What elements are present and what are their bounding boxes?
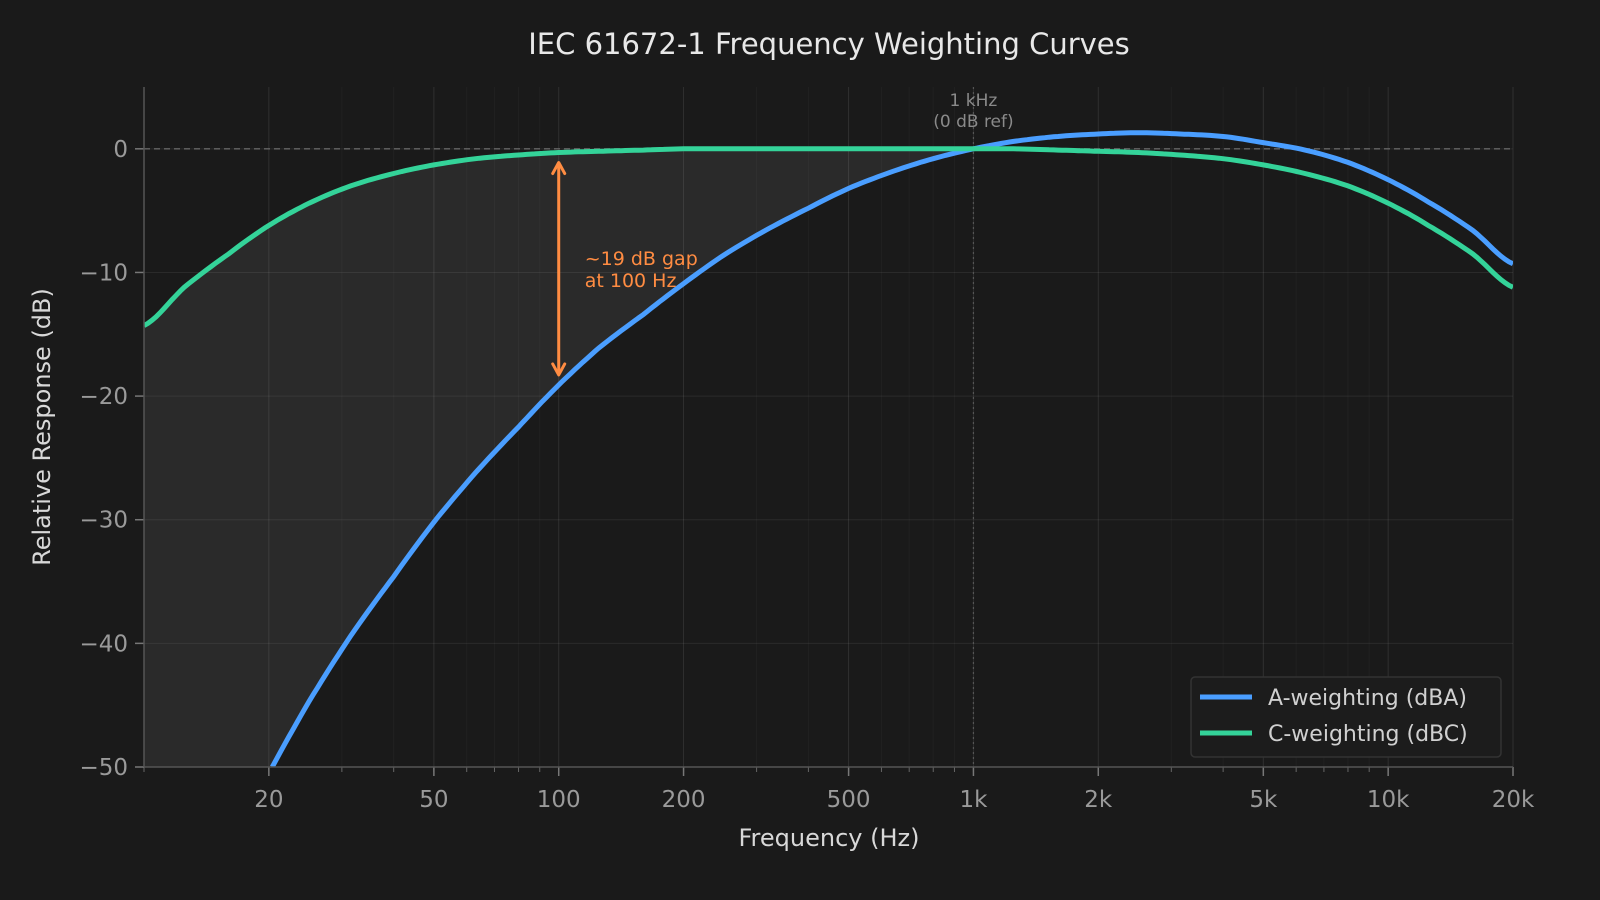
arrow-head-up-icon bbox=[551, 161, 567, 176]
y-tick-label: −20 bbox=[79, 384, 128, 410]
legend-label-a-weighting: A-weighting (dBA) bbox=[1268, 686, 1467, 711]
chart-title: IEC 61672-1 Frequency Weighting Curves bbox=[528, 27, 1130, 61]
1khz-label: 1 kHz bbox=[950, 91, 998, 111]
y-tick-label: −10 bbox=[79, 260, 128, 286]
arrow-head-down-icon bbox=[551, 362, 567, 377]
y-tick-label: −40 bbox=[79, 631, 128, 657]
gap-shaded-region bbox=[144, 148, 974, 767]
x-tick-label: 20 bbox=[254, 787, 283, 813]
x-axis-label: Frequency (Hz) bbox=[739, 824, 920, 852]
y-tick-label: 0 bbox=[113, 137, 128, 163]
series-line-a-weighting bbox=[270, 130, 1513, 767]
axes: 20 50 100 200 500 1k 2k 5k 10k 20k 0 −10 −20 −30 −40 −5… bbox=[79, 87, 1535, 813]
x-tick-label: 20k bbox=[1492, 787, 1535, 813]
x-tick-label: 500 bbox=[827, 787, 871, 813]
x-tick-label: 200 bbox=[662, 787, 706, 813]
x-tick-label: 2k bbox=[1084, 787, 1113, 813]
x-tick-label: 50 bbox=[419, 787, 448, 813]
legend: A-weighting (dBA) C-weighting (dBC) bbox=[1190, 676, 1502, 758]
gap-annotation-arrow bbox=[551, 161, 567, 377]
series-line-c-weighting bbox=[144, 146, 1513, 328]
legend-label-c-weighting: C-weighting (dBC) bbox=[1268, 722, 1468, 747]
gap-annotation-line1: ~19 dB gap bbox=[585, 248, 698, 270]
0db-ref-label: (0 dB ref) bbox=[933, 112, 1013, 132]
gap-annotation-line2: at 100 Hz bbox=[585, 270, 677, 292]
x-tick-label: 100 bbox=[537, 787, 581, 813]
x-tick-label: 5k bbox=[1249, 787, 1278, 813]
x-tick-label: 1k bbox=[959, 787, 988, 813]
x-tick-label: 10k bbox=[1367, 787, 1410, 813]
y-axis-label: Relative Response (dB) bbox=[28, 288, 56, 566]
y-tick-label: −50 bbox=[79, 755, 128, 781]
y-tick-label: −30 bbox=[79, 508, 128, 534]
